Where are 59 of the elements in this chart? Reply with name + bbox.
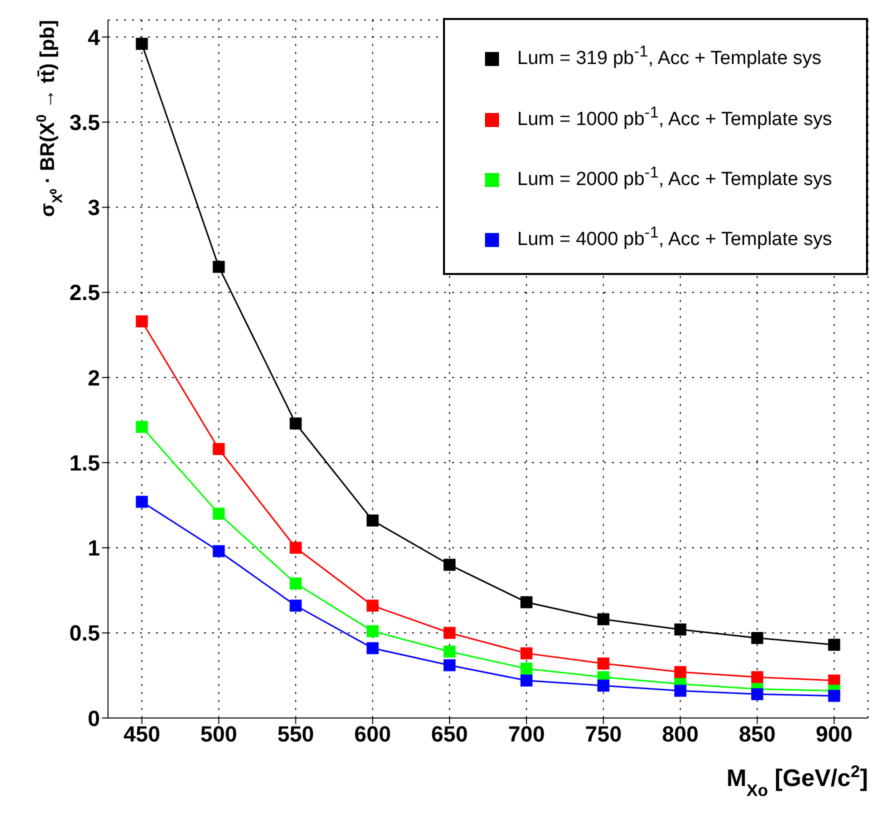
point xyxy=(520,662,532,675)
point xyxy=(136,420,148,433)
point xyxy=(212,443,225,456)
legend-label: Lum = 2000 pb$^{-1}$, Acc + Template sys xyxy=(517,164,832,190)
point xyxy=(136,496,148,508)
point xyxy=(444,626,456,639)
x-tick-label: 750 xyxy=(585,722,622,747)
point xyxy=(597,680,610,692)
x-tick-label: 550 xyxy=(277,722,314,747)
point xyxy=(290,542,302,554)
y-tick-label: 3 xyxy=(88,195,100,220)
point xyxy=(520,596,532,608)
legend-label: Lum = 1000 pb$^{-1}$, Acc + Template sys xyxy=(517,104,832,130)
legend-label: Lum = 319 pb$^{-1}$, Acc + Template sys xyxy=(517,44,822,70)
point xyxy=(366,514,379,527)
x-tick-label: 500 xyxy=(200,722,238,747)
point xyxy=(212,260,225,273)
point xyxy=(597,613,610,626)
y-tick-label: 0.5 xyxy=(69,620,100,646)
point xyxy=(136,38,148,50)
point xyxy=(751,671,764,684)
point xyxy=(444,558,456,571)
y-tick-label: 2 xyxy=(88,365,100,390)
point xyxy=(751,632,764,644)
y-tick-label: 3.5 xyxy=(69,110,100,135)
point xyxy=(290,600,302,612)
point xyxy=(674,684,686,697)
point xyxy=(212,545,225,558)
x-tick-label: 450 xyxy=(123,722,160,747)
point xyxy=(520,647,532,660)
y-tick-label: 2.5 xyxy=(69,280,100,306)
x-tick-label: 600 xyxy=(354,722,391,747)
point xyxy=(828,690,840,702)
x-tick-label: 900 xyxy=(816,722,853,747)
point xyxy=(444,646,456,658)
legend-label: Lum = 4000 pb$^{-1}$, Acc + Template sys xyxy=(517,224,832,250)
point xyxy=(674,666,686,678)
y-tick-label: 0 xyxy=(88,706,100,731)
point xyxy=(290,578,302,590)
x-tick-label: 800 xyxy=(662,722,699,747)
point xyxy=(597,658,610,670)
x-axis-title: M$_{Xo}$ [GeV/c$^{2}$] xyxy=(726,762,868,800)
point xyxy=(366,625,379,638)
point xyxy=(366,600,379,612)
point xyxy=(520,674,532,687)
point xyxy=(674,623,686,636)
x-tick-label: 650 xyxy=(431,722,468,747)
y-tick-label: 1.5 xyxy=(69,450,100,476)
y-tick-label: 1 xyxy=(88,536,100,561)
point xyxy=(212,508,225,520)
y-tick-label: 4 xyxy=(88,24,101,50)
point xyxy=(751,688,764,700)
point xyxy=(444,659,456,672)
point xyxy=(290,417,302,430)
x-tick-label: 850 xyxy=(738,722,776,747)
point xyxy=(366,642,379,654)
x-tick-label: 700 xyxy=(508,722,545,747)
point xyxy=(828,638,840,651)
point xyxy=(136,315,148,328)
